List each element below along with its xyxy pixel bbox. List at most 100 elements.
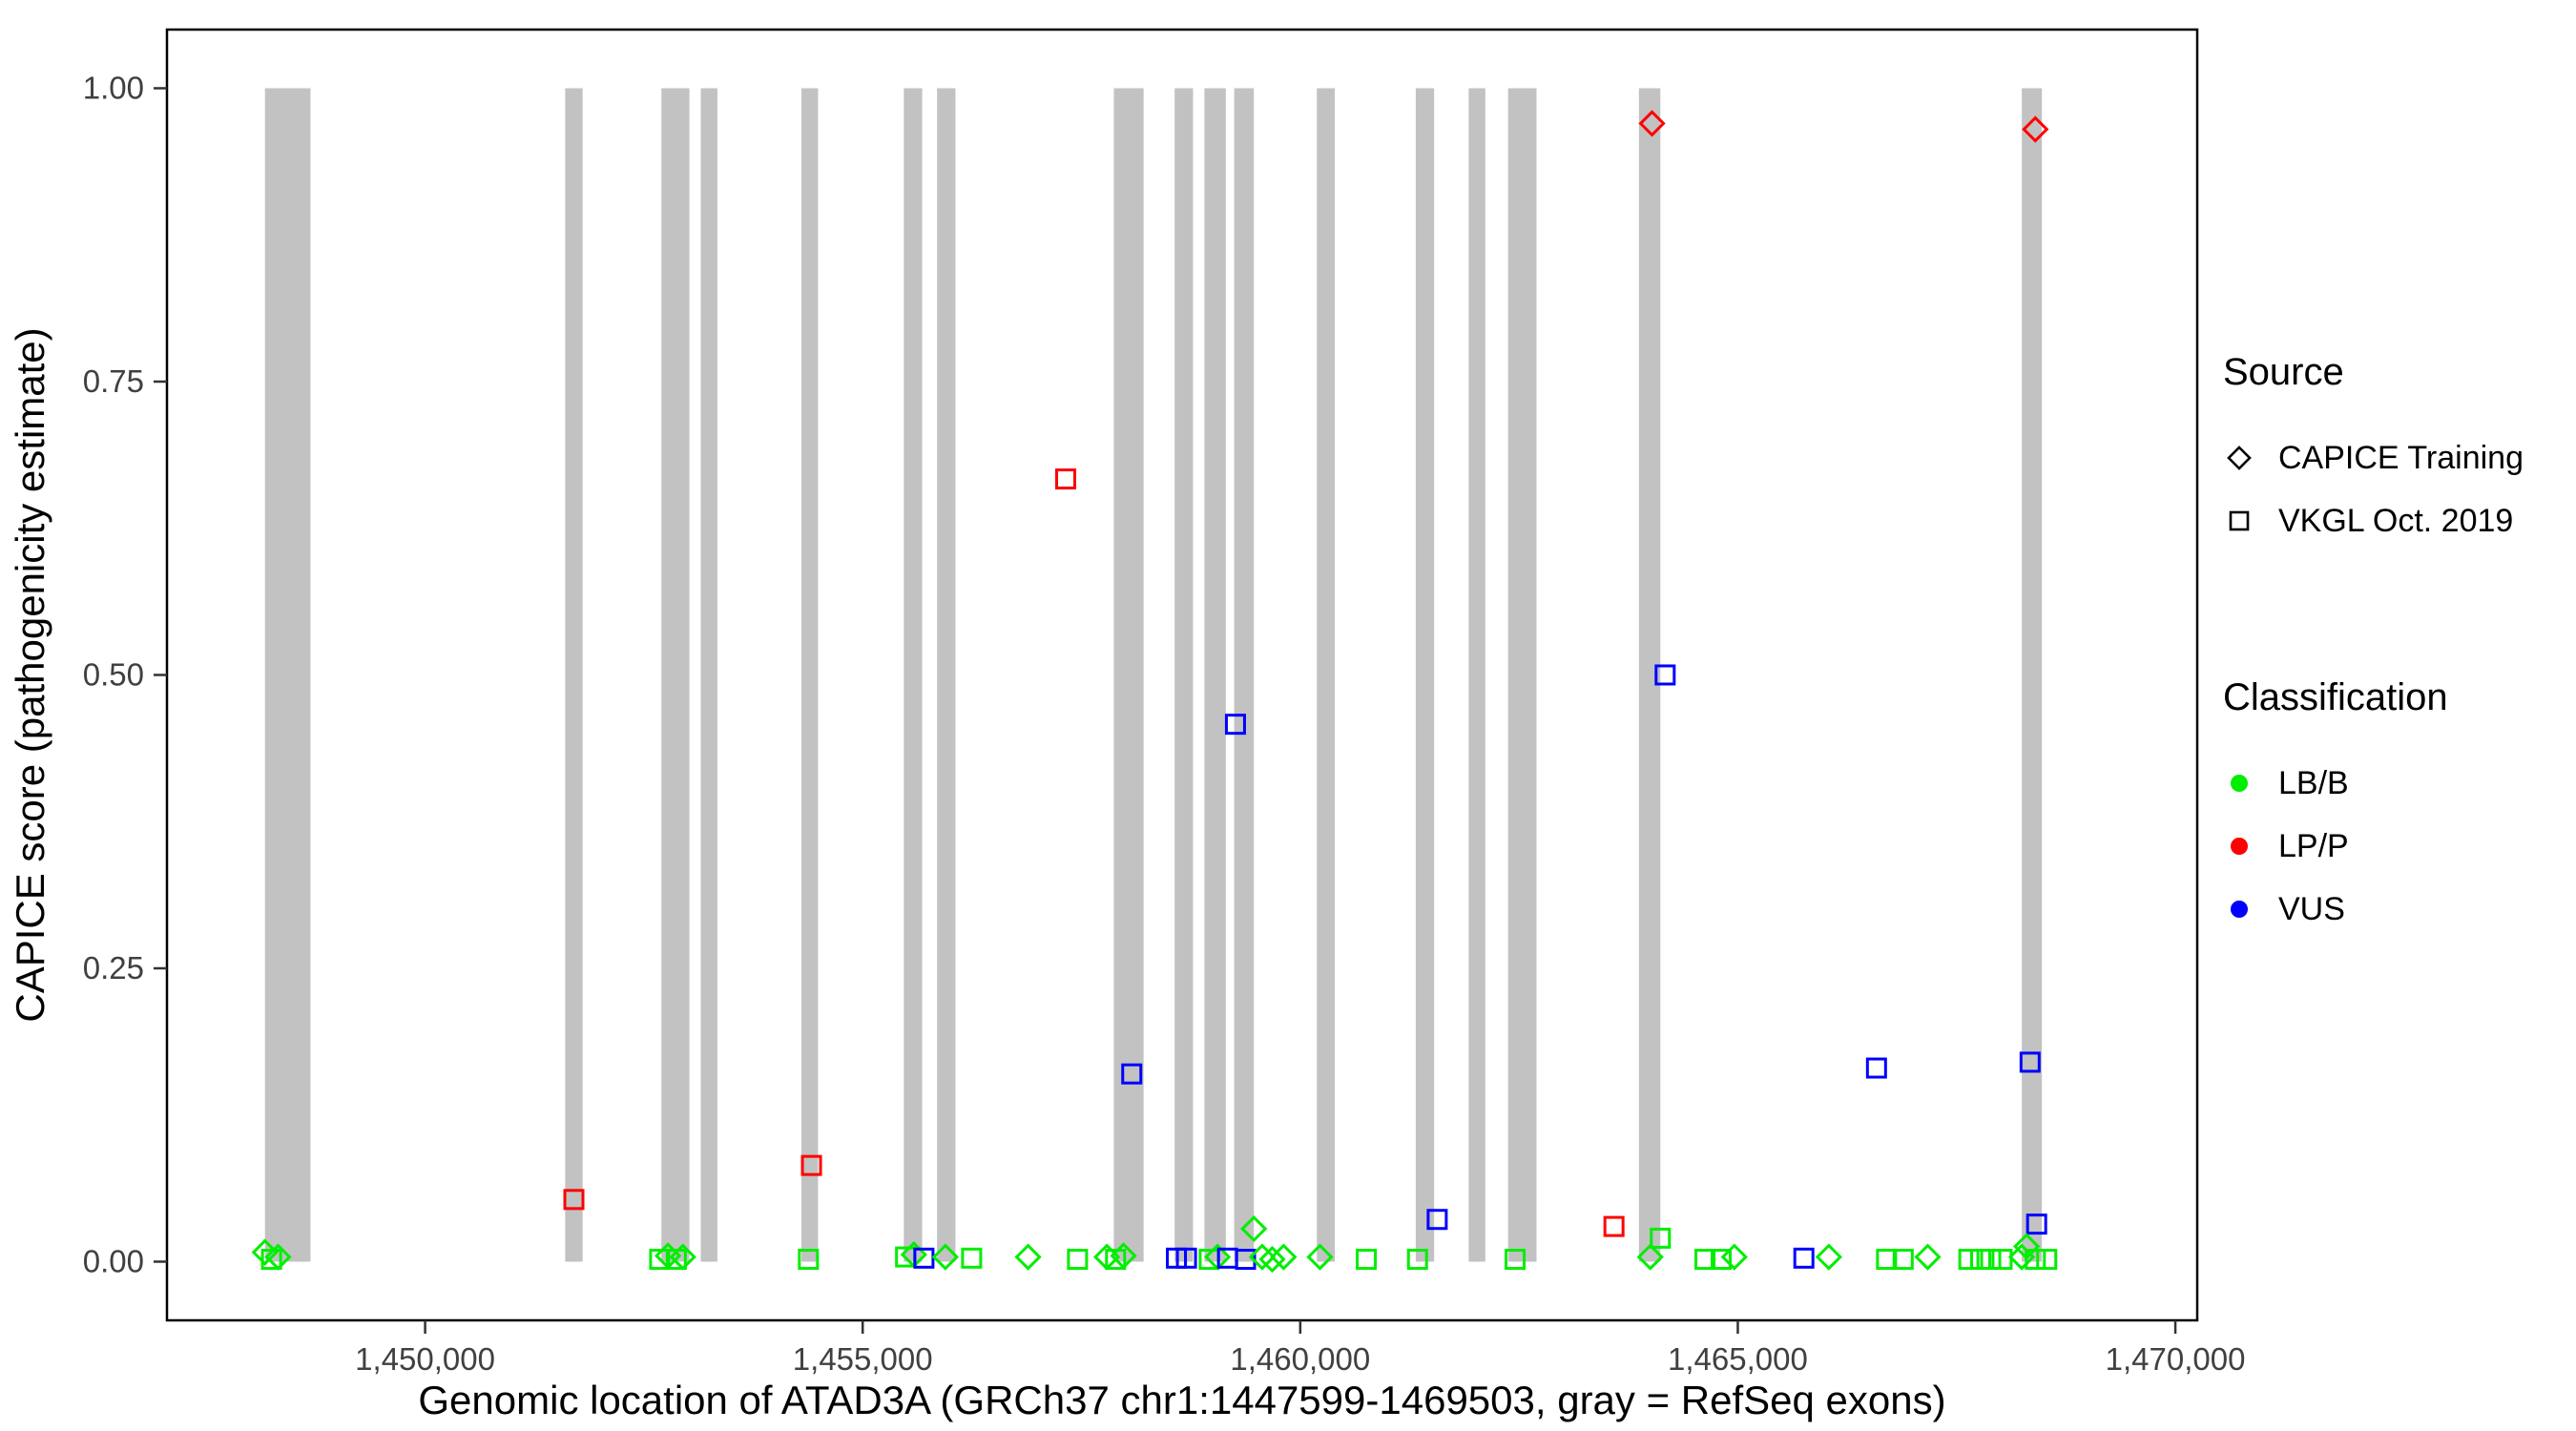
refseq-exon-bar [1174, 88, 1194, 1262]
y-axis-title: CAPICE score (pathogenicity estimate) [8, 327, 52, 1022]
refseq-exon-bar [904, 88, 923, 1262]
refseq-exon-bar [937, 88, 956, 1262]
x-axis-title: Genomic location of ATAD3A (GRCh37 chr1:… [418, 1378, 1945, 1422]
data-point-diamond [1914, 1243, 1942, 1271]
legend-panel: Source CAPICE Training VKGL Oct. 2019 Cl… [2223, 351, 2524, 941]
refseq-exon-bar [700, 88, 717, 1262]
x-tick-label: 1,460,000 [1230, 1341, 1370, 1377]
data-point-diamond [2007, 1243, 2036, 1271]
data-point-diamond [1270, 1243, 1298, 1271]
legend-item-lbb: LB/B [2223, 752, 2524, 815]
data-point-square [1865, 1057, 1887, 1079]
data-point-square [1711, 1249, 1733, 1271]
refseq-exon-bar [1507, 88, 1537, 1262]
x-tick-label: 1,450,000 [355, 1341, 495, 1377]
refseq-exon-bar [1468, 88, 1485, 1262]
data-point-square [1603, 1215, 1625, 1237]
y-tick-label: 0.25 [83, 950, 144, 985]
data-point-diamond [1258, 1245, 1286, 1274]
vus-color-dot-icon [2231, 901, 2248, 918]
legend-classification-label-lbb: LB/B [2278, 764, 2349, 801]
data-point-square [1958, 1249, 1980, 1271]
refseq-exon-bar [1415, 88, 1435, 1262]
refseq-exon-bar [264, 88, 311, 1262]
refseq-exon-bar [801, 88, 819, 1262]
data-point-square [1356, 1249, 1378, 1271]
data-point-diamond [1720, 1243, 1748, 1271]
legend-source-block: Source CAPICE Training VKGL Oct. 2019 [2223, 351, 2524, 552]
data-point-square [563, 1189, 585, 1211]
data-point-diamond [251, 1238, 279, 1266]
data-point-square [800, 1154, 822, 1176]
refseq-exon-bar [1113, 88, 1144, 1262]
refseq-exon-bar [1234, 88, 1255, 1262]
refseq-exon-bar [2022, 88, 2043, 1262]
data-point-square [1055, 468, 1077, 490]
data-point-square [1876, 1249, 1898, 1271]
data-point-square [1175, 1247, 1197, 1269]
refseq-exon-bar [1638, 88, 1661, 1262]
data-point-square [1067, 1249, 1089, 1271]
data-point-diamond [1240, 1214, 1268, 1243]
x-tick-label: 1,455,000 [793, 1341, 933, 1377]
data-point-square [2036, 1249, 2058, 1271]
refseq-exon-bar [1204, 88, 1226, 1262]
data-point-diamond [264, 1243, 292, 1271]
data-point-square [1892, 1249, 1914, 1271]
lbb-color-dot-icon [2231, 775, 2248, 792]
data-point-square [2019, 1051, 2041, 1073]
legend-item-capice-training: CAPICE Training [2223, 426, 2524, 489]
x-tick-label: 1,465,000 [1668, 1341, 1808, 1377]
refseq-exon-bar [565, 88, 583, 1262]
data-point-diamond [1014, 1243, 1042, 1271]
data-point-diamond [2022, 115, 2049, 143]
square-key-icon [2229, 510, 2250, 531]
lpp-color-dot-icon [2231, 838, 2248, 855]
legend-source-title: Source [2223, 351, 2344, 393]
data-point-square [1406, 1249, 1428, 1271]
legend-item-lpp: LP/P [2223, 815, 2524, 878]
y-tick-label: 1.00 [83, 71, 144, 106]
x-tick-label: 1,470,000 [2106, 1341, 2246, 1377]
data-point-diamond [1248, 1243, 1277, 1271]
data-point-square [1793, 1247, 1815, 1269]
diamond-key-icon [2227, 446, 2252, 470]
data-point-square [1991, 1249, 2013, 1271]
legend-classification-label-lpp: LP/P [2278, 827, 2349, 864]
data-point-square [1694, 1249, 1716, 1271]
data-point-square [798, 1249, 820, 1271]
data-point-diamond [931, 1243, 960, 1271]
data-point-square [2025, 1213, 2047, 1235]
data-point-square [1650, 1227, 1672, 1249]
data-point-square [1505, 1249, 1527, 1271]
refseq-exon-bar [1317, 88, 1336, 1262]
legend-item-vus: VUS [2223, 878, 2524, 941]
legend-classification-block: Classification LB/B LP/P VUS [2223, 676, 2524, 941]
data-point-diamond [669, 1243, 696, 1271]
y-tick-label: 0.75 [83, 363, 144, 399]
data-point-square [961, 1247, 983, 1269]
data-point-square [1654, 664, 1676, 686]
data-point-diamond [1110, 1242, 1137, 1270]
data-point-square [1426, 1209, 1448, 1231]
data-point-diamond [1636, 1243, 1664, 1271]
data-point-diamond [1306, 1243, 1334, 1271]
legend-item-vkgl-oct-2019: VKGL Oct. 2019 [2223, 489, 2524, 552]
legend-source-label-vkgl: VKGL Oct. 2019 [2278, 502, 2514, 539]
data-point-square [1121, 1063, 1143, 1085]
legend-source-label-capice-training: CAPICE Training [2278, 439, 2524, 476]
data-point-square [1224, 714, 1246, 736]
y-tick-label: 0.00 [83, 1244, 144, 1279]
legend-classification-label-vus: VUS [2278, 890, 2345, 927]
data-point-square [649, 1249, 671, 1271]
data-point-square [1980, 1249, 2002, 1271]
data-point-square [913, 1247, 935, 1269]
data-point-diamond [1638, 110, 1666, 137]
data-point-square [2025, 1249, 2046, 1271]
legend-classification-title: Classification [2223, 676, 2448, 718]
refseq-exon-bar [661, 88, 690, 1262]
y-tick-label: 0.50 [83, 657, 144, 693]
data-point-diamond [1815, 1243, 1842, 1271]
